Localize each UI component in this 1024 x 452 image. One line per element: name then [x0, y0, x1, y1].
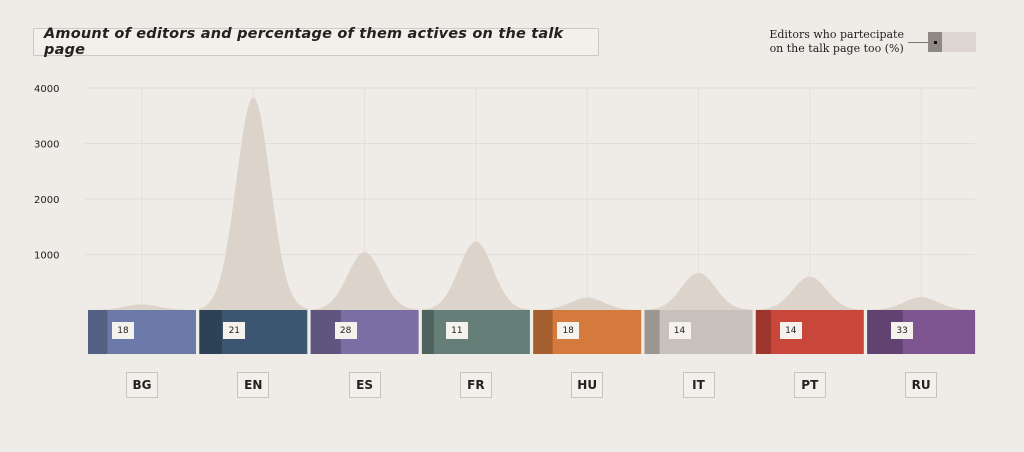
area-peak-PT [755, 276, 864, 310]
band-PT [755, 310, 864, 354]
band-RU [867, 310, 976, 354]
legend-text: Editors who partecipate on the talk page… [769, 28, 904, 56]
area-peak-EN [199, 97, 308, 310]
percent-segment-PT [755, 310, 771, 354]
band-EN [199, 310, 308, 354]
category-label-FR: FR [459, 372, 492, 398]
category-label-ES: ES [348, 372, 381, 398]
legend: Editors who partecipate on the talk page… [769, 28, 976, 56]
band-IT [644, 310, 753, 354]
y-tick-label: 3000 [34, 140, 59, 151]
chart-title: Amount of editors and percentage of them… [44, 26, 564, 58]
band-BG [88, 310, 196, 354]
legend-swatch [928, 32, 976, 52]
percent-segment-HU [533, 310, 553, 354]
category-label-RU: RU [905, 372, 938, 398]
category-label-BG: BG [126, 372, 158, 398]
area-peak-FR [421, 241, 530, 310]
chart-title-box: Amount of editors and percentage of them… [33, 26, 599, 58]
percent-segment-EN [199, 310, 222, 354]
percent-label-BG: 18 [112, 322, 134, 339]
category-label-EN: EN [237, 372, 270, 398]
area-peak-RU [867, 297, 976, 310]
y-tick-label: 2000 [34, 195, 59, 206]
percent-label-ES: 28 [334, 322, 357, 339]
category-label-HU: HU [571, 372, 604, 398]
legend-line-1: Editors who partecipate [769, 28, 904, 41]
percent-label-IT: 14 [668, 322, 691, 339]
percent-segment-BG [88, 310, 108, 354]
percent-label-RU: 33 [891, 322, 914, 339]
area-peak-BG [88, 304, 196, 310]
percent-label-EN: 21 [223, 322, 246, 339]
band-FR [421, 310, 530, 354]
percent-segment-IT [644, 310, 660, 354]
percent-segment-FR [421, 310, 434, 354]
legend-connector [908, 41, 928, 43]
y-tick-label: 1000 [34, 251, 59, 262]
percent-label-PT: 14 [779, 322, 802, 339]
percent-label-HU: 18 [557, 322, 580, 339]
legend-swatch-dot [934, 41, 937, 44]
legend-line-2: on the talk page too (%) [769, 42, 904, 55]
band-ES [310, 310, 419, 354]
area-peak-ES [310, 252, 419, 310]
band-HU [533, 310, 642, 354]
area-peak-HU [533, 297, 642, 310]
category-label-PT: PT [793, 372, 826, 398]
category-label-IT: IT [682, 372, 715, 398]
percent-label-FR: 11 [445, 322, 468, 339]
area-peak-IT [644, 272, 753, 310]
y-tick-label: 4000 [34, 84, 59, 95]
